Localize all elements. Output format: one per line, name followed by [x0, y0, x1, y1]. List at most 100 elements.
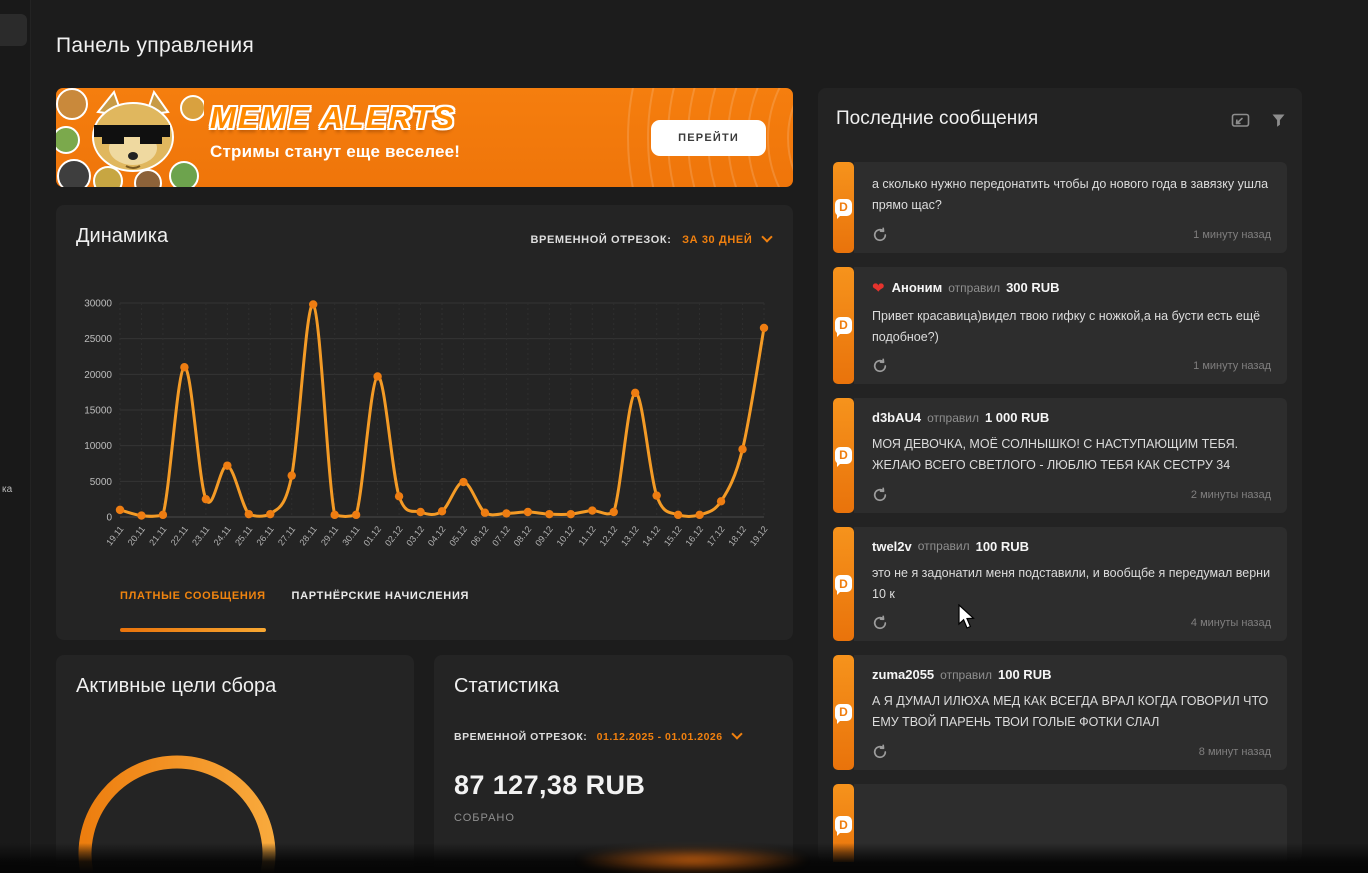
message-body: twel2v отправил 100 RUB это не я задонат… [854, 526, 1287, 641]
refresh-icon[interactable] [872, 615, 888, 631]
svg-text:30.11: 30.11 [340, 524, 361, 547]
svg-text:06.12: 06.12 [469, 524, 491, 548]
svg-text:19.11: 19.11 [104, 524, 125, 547]
messages-panel: Последние сообщения D а сколько нужно пе… [818, 88, 1302, 862]
svg-text:21.11: 21.11 [147, 524, 168, 547]
stats-amount-caption: СОБРАНО [454, 812, 515, 824]
meme-alerts-banner[interactable]: MEME ALERTS Стримы станут еще веселее! П… [56, 88, 793, 187]
goals-title: Активные цели сбора [76, 675, 277, 697]
message-user: Аноним [891, 280, 943, 295]
refresh-icon[interactable] [872, 358, 888, 374]
tab-paid-messages[interactable]: ПЛАТНЫЕ СООБЩЕНИЯ [120, 590, 266, 602]
donationalerts-logo-icon: D [835, 575, 852, 596]
message-header: ❤ Аноним отправил 300 RUB [872, 279, 1271, 297]
message-user: twel2v [872, 538, 912, 554]
message-card-partial[interactable]: D [833, 783, 1287, 862]
stats-amount: 87 127,38 RUB [454, 770, 646, 800]
message-header: twel2v отправил 100 RUB [872, 539, 1271, 554]
svg-text:10000: 10000 [84, 441, 112, 452]
svg-text:20000: 20000 [84, 370, 112, 381]
message-card[interactable]: D ❤ Аноним отправил 300 RUB Привет краса… [833, 266, 1287, 384]
svg-text:07.12: 07.12 [490, 524, 512, 548]
message-verb: отправил [917, 539, 970, 553]
svg-text:5000: 5000 [90, 477, 113, 488]
svg-text:17.12: 17.12 [705, 524, 727, 548]
svg-text:02.12: 02.12 [383, 524, 405, 548]
refresh-icon[interactable] [872, 486, 888, 503]
svg-text:15.12: 15.12 [662, 524, 684, 548]
message-body: zuma2055 отправил 100 RUB А Я ДУМАЛ ИЛЮХ… [854, 655, 1287, 770]
donation-bar: D [833, 526, 854, 641]
sidebar-label-fragment: ка [2, 484, 13, 495]
donation-bar: D [833, 783, 854, 862]
dynamics-card: Динамика ВРЕМЕННОЙ ОТРЕЗОК: ЗА 30 ДНЕЙ 0… [56, 205, 793, 640]
popup-window-icon[interactable] [1229, 112, 1251, 129]
svg-text:25000: 25000 [84, 334, 112, 345]
svg-text:03.12: 03.12 [404, 524, 426, 548]
message-footer: 8 минут назад [872, 743, 1271, 760]
donationalerts-logo-icon: D [835, 316, 852, 337]
donationalerts-logo-icon: D [835, 446, 852, 467]
message-card[interactable]: D а сколько нужно передонатить чтобы до … [833, 162, 1287, 253]
stats-period-value: 01.12.2025 - 01.01.2026 [596, 731, 723, 743]
stats-period-selector[interactable]: ВРЕМЕННОЙ ОТРЕЗОК: 01.12.2025 - 01.01.20… [454, 728, 743, 743]
message-footer: 1 минуту назад [872, 358, 1271, 374]
active-tab-underline [120, 628, 266, 632]
donation-bar: D [833, 398, 854, 513]
sidebar-collapsed-item[interactable] [0, 14, 27, 46]
goal-progress-ring [78, 755, 276, 873]
donation-bar: D [833, 162, 854, 253]
refresh-icon[interactable] [872, 226, 888, 243]
message-body: d3bAU4 отправил 1 000 RUB МОЯ ДЕВОЧКА, М… [854, 398, 1287, 513]
banner-goto-button[interactable]: ПЕРЕЙТИ [651, 119, 766, 156]
svg-text:09.12: 09.12 [533, 524, 555, 548]
refresh-icon[interactable] [872, 743, 888, 760]
message-body [854, 783, 1287, 862]
svg-text:27.11: 27.11 [276, 524, 297, 547]
svg-text:26.11: 26.11 [255, 524, 276, 547]
message-amount: 1 000 RUB [984, 410, 1050, 425]
messages-title: Последние сообщения [836, 108, 1039, 129]
message-body: а сколько нужно передонатить чтобы до но… [854, 162, 1287, 253]
message-time: 8 минут назад [1198, 745, 1271, 758]
funnel-icon[interactable] [1271, 113, 1286, 128]
period-label: ВРЕМЕННОЙ ОТРЕЗОК: [530, 234, 672, 246]
message-verb: отправил [927, 410, 979, 425]
message-card[interactable]: D twel2v отправил 100 RUB это не я задон… [833, 526, 1287, 641]
message-amount: 100 RUB [998, 667, 1052, 682]
svg-text:01.12: 01.12 [361, 524, 383, 548]
svg-text:28.11: 28.11 [297, 524, 318, 547]
message-verb: отправил [948, 280, 1001, 295]
message-card[interactable]: D zuma2055 отправил 100 RUB А Я ДУМАЛ ИЛ… [833, 655, 1287, 770]
svg-text:19.12: 19.12 [748, 524, 770, 548]
tab-partner-accruals[interactable]: ПАРТНЁРСКИЕ НАЧИСЛЕНИЯ [291, 590, 470, 602]
svg-text:11.12: 11.12 [577, 524, 598, 547]
message-header: zuma2055 отправил 100 RUB [872, 667, 1271, 682]
banner-text: MEME ALERTS Стримы станут еще веселее! [210, 100, 460, 162]
svg-text:18.12: 18.12 [726, 524, 748, 548]
message-time: 1 минуту назад [1193, 360, 1271, 372]
message-card[interactable]: D d3bAU4 отправил 1 000 RUB МОЯ ДЕВОЧКА,… [833, 398, 1287, 513]
stats-card: Статистика [434, 655, 793, 873]
svg-text:23.11: 23.11 [190, 524, 211, 547]
heart-icon: ❤ [872, 279, 885, 297]
svg-text:10.12: 10.12 [555, 524, 577, 548]
svg-text:14.12: 14.12 [640, 524, 662, 548]
banner-title: MEME ALERTS [210, 100, 456, 135]
message-time: 2 минуты назад [1190, 488, 1271, 501]
svg-text:29.11: 29.11 [319, 524, 340, 547]
doge-sticker-collage-icon [56, 88, 204, 187]
svg-text:25.11: 25.11 [233, 524, 254, 547]
svg-text:16.12: 16.12 [683, 524, 705, 548]
svg-text:08.12: 08.12 [512, 524, 534, 548]
donationalerts-logo-icon: D [835, 816, 852, 836]
message-amount: 100 RUB [975, 538, 1030, 554]
svg-text:13.12: 13.12 [619, 524, 641, 548]
message-text: МОЯ ДЕВОЧКА, МОЁ СОЛНЫШКО! С НАСТУПАЮЩИМ… [872, 437, 1239, 473]
period-selector[interactable]: ВРЕМЕННОЙ ОТРЕЗОК: ЗА 30 ДНЕЙ [530, 231, 773, 246]
message-footer: 4 минуты назад [872, 615, 1271, 631]
donation-bar: D [833, 655, 854, 770]
goals-card: Активные цели сбора [56, 655, 414, 873]
message-time: 1 минуту назад [1193, 228, 1271, 241]
message-user: zuma2055 [872, 667, 935, 682]
